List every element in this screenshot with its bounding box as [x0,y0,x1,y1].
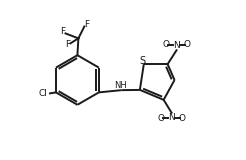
Text: O: O [163,40,169,49]
Text: F: F [60,27,65,36]
Text: O: O [184,40,191,49]
Text: F: F [65,40,70,49]
Text: NH: NH [114,81,127,90]
Text: Cl: Cl [39,89,47,98]
Text: O: O [179,114,185,123]
Text: O: O [158,114,165,123]
Text: N: N [173,41,180,50]
Text: F: F [84,20,90,29]
Text: S: S [140,56,146,66]
Text: N: N [168,113,175,122]
